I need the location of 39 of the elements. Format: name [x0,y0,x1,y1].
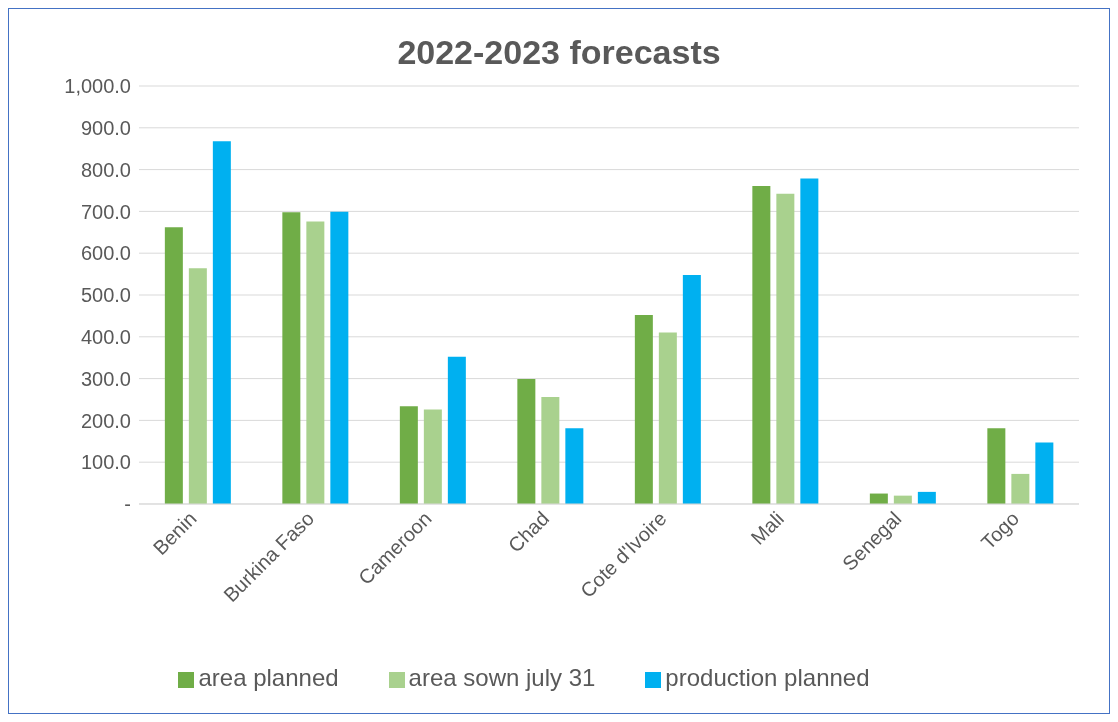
bar [447,356,466,504]
x-tick-label: Togo [976,507,1024,554]
y-tick-label: - [124,493,131,516]
legend-label: production planned [665,664,870,691]
legend-label: area planned [198,664,339,691]
y-tick-label: 500.0 [80,284,131,307]
y-tick-label: 600.0 [80,242,131,265]
x-tick-label: Mali [746,507,789,549]
bar [634,315,653,504]
bar [423,409,442,504]
legend-label: area sown july 31 [408,664,596,691]
bar [800,178,819,504]
bar [1011,473,1030,504]
bar [658,332,677,504]
bar [330,211,349,504]
bar [541,396,560,504]
bar [399,406,418,504]
y-tick-label: 300.0 [80,367,131,390]
y-tick-label: 200.0 [80,409,131,432]
bar [164,227,183,504]
y-tick-label: 800.0 [80,158,131,181]
bar [517,379,536,504]
bar [1035,442,1054,504]
y-tick-label: 100.0 [80,451,131,474]
bar [212,141,231,504]
bar [306,221,325,504]
bar [776,193,795,504]
bar [752,185,771,504]
y-tick-label: 1,000.0 [64,75,131,98]
y-tick-label: 900.0 [80,116,131,139]
y-tick-label: 700.0 [80,200,131,223]
y-tick-label: 400.0 [80,325,131,348]
bar [917,491,936,504]
bar [682,274,701,504]
bar [282,212,301,504]
bar [987,428,1006,504]
bar [188,268,207,504]
chart-title: 2022-2023 forecasts [396,33,722,72]
bar [565,428,584,504]
